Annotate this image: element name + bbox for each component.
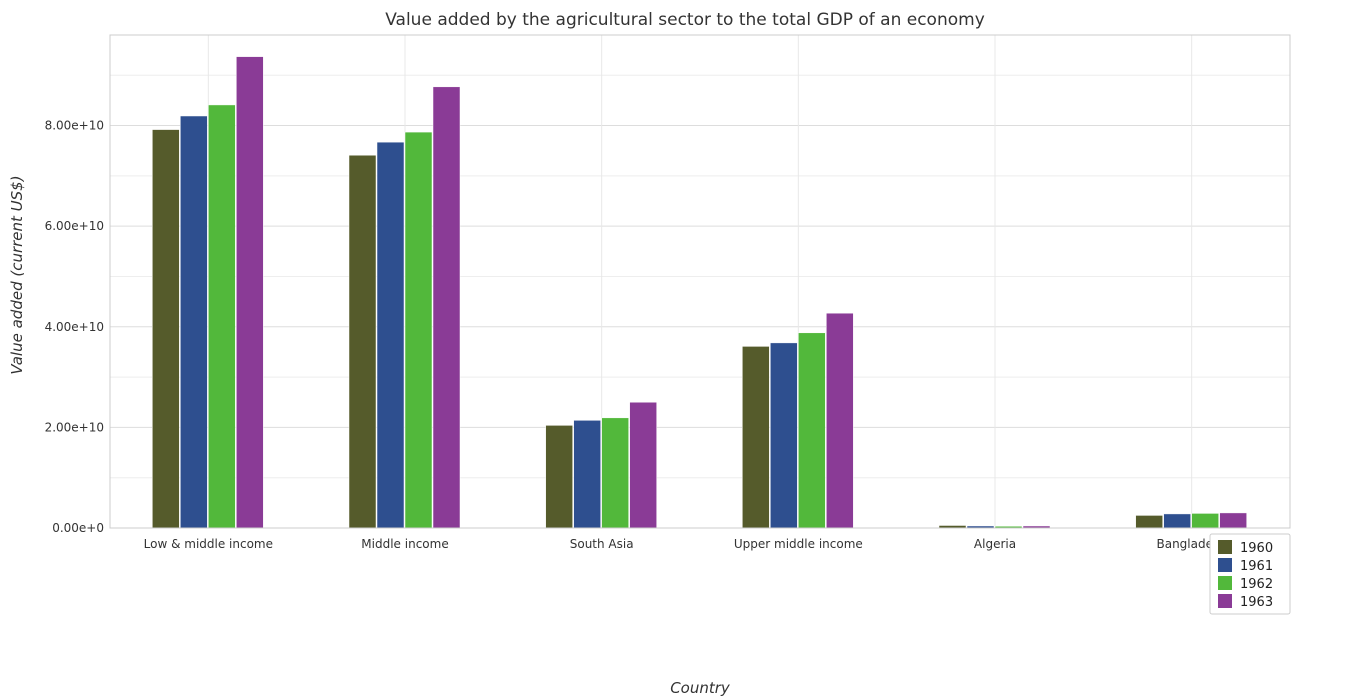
x-tick-label: South Asia: [570, 537, 634, 551]
bars: [152, 56, 1247, 529]
bar-1962-2: [601, 417, 629, 529]
bar-1961-5: [1163, 513, 1191, 529]
bar-1961-2: [573, 420, 601, 529]
bar-1962-3: [798, 332, 826, 529]
legend-swatch-1960: [1218, 540, 1232, 554]
axes: 0.00e+0 2.00e+10 4.00e+10 6.00e+10 8.00e+10 L…: [45, 34, 1291, 551]
legend-swatch-1961: [1218, 558, 1232, 572]
legend-label-1963: 1963: [1240, 595, 1273, 610]
bar-1961-1: [376, 141, 405, 529]
x-tick-label: Algeria: [974, 537, 1016, 551]
y-tick-label: 8.00e+10: [45, 119, 104, 133]
y-tick-label: 2.00e+10: [45, 420, 104, 434]
y-tick-label: 6.00e+10: [45, 219, 104, 233]
y-axis-label: Value added (current US$): [8, 175, 26, 374]
bar-1960-1: [348, 154, 377, 529]
bar-1963-0: [236, 56, 264, 529]
bar-1962-1: [404, 131, 433, 529]
bar-1960-3: [742, 346, 770, 529]
legend-label-1961: 1961: [1240, 559, 1273, 574]
x-axis-label: Country: [670, 679, 731, 697]
bar-1961-0: [180, 115, 208, 529]
legend-swatch-1962: [1218, 576, 1232, 590]
x-tick-label: Bangladesh: [1156, 537, 1226, 551]
x-tick-label: Upper middle income: [734, 537, 863, 551]
legend: 1960 1961 1962 1963: [1209, 533, 1291, 615]
plot-frame: [109, 34, 1291, 529]
x-tick-label: Middle income: [361, 537, 448, 551]
bar-1962-5: [1191, 513, 1219, 529]
bar-1962-0: [208, 104, 236, 529]
x-tick-label: Low & middle income: [144, 537, 273, 551]
bar-1961-3: [770, 342, 798, 529]
chart-title: Value added by the agricultural sector t…: [385, 10, 985, 30]
bar-1963-2: [629, 401, 657, 529]
bar-1960-0: [152, 129, 180, 529]
bar-1960-5: [1135, 515, 1163, 529]
y-tick-label: 0.00e+0: [52, 521, 104, 535]
grid: [110, 35, 1290, 529]
bar-1963-3: [826, 312, 854, 529]
bar-1960-2: [545, 425, 573, 529]
bar-1963-1: [432, 86, 461, 529]
bar-1963-5: [1219, 512, 1247, 529]
legend-swatch-1963: [1218, 594, 1232, 608]
legend-label-1960: 1960: [1240, 541, 1273, 556]
legend-label-1962: 1962: [1240, 577, 1273, 592]
y-tick-label: 4.00e+10: [45, 320, 104, 334]
